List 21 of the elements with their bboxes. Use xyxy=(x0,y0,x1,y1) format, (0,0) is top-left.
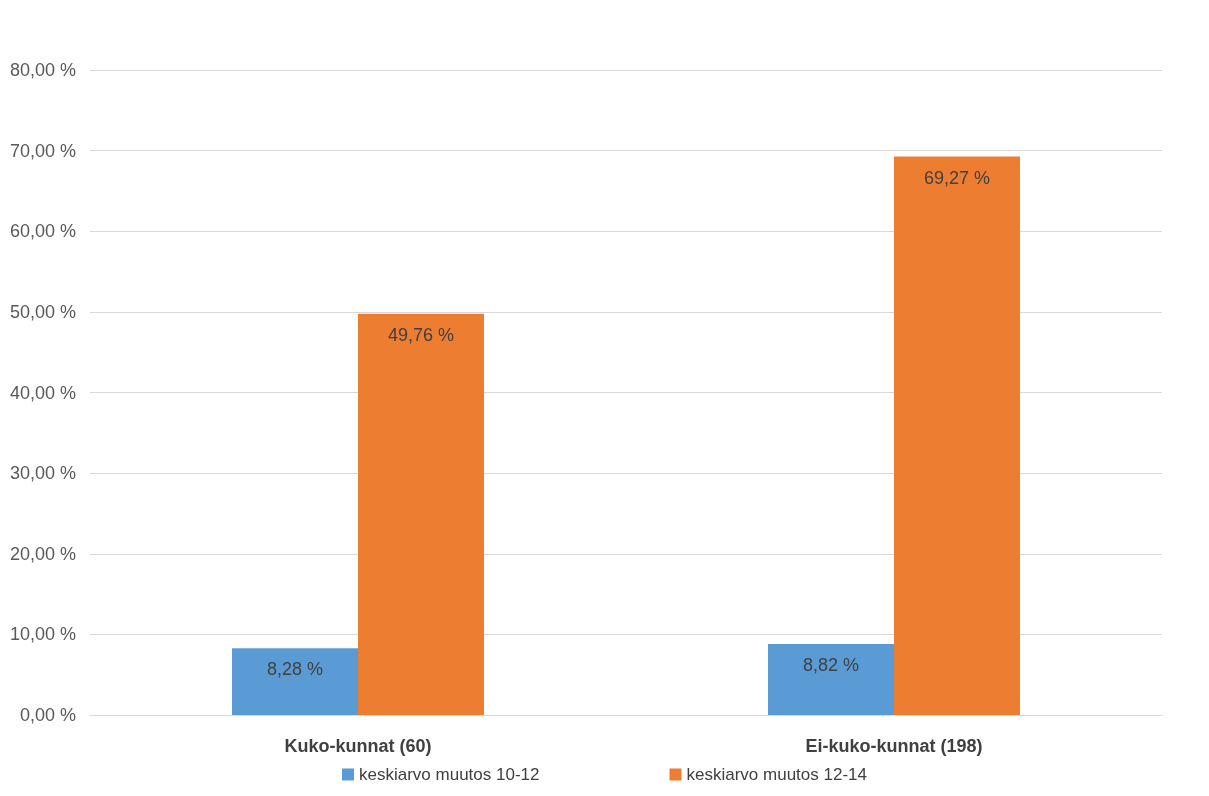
y-tick-label: 20,00 % xyxy=(9,543,76,564)
y-tick-label: 80,00 % xyxy=(9,60,76,80)
y-tick-label: 50,00 % xyxy=(9,301,76,322)
legend-label: keskiarvo muutos 10-12 xyxy=(359,765,540,784)
y-tick-label: 40,00 % xyxy=(9,382,76,403)
bar xyxy=(358,313,484,715)
bar xyxy=(768,643,894,715)
y-tick-label: 0,00 % xyxy=(19,705,76,725)
bar xyxy=(232,648,358,715)
bar xyxy=(894,156,1020,715)
y-tick-label: 60,00 % xyxy=(9,221,76,242)
data-label: 8,82 % xyxy=(802,654,860,675)
data-label: 69,27 % xyxy=(923,167,991,188)
y-tick-label: 10,00 % xyxy=(9,624,76,645)
y-tick-label: 30,00 % xyxy=(9,463,76,484)
data-label: 49,76 % xyxy=(387,324,455,345)
x-tick-label: Kuko-kunnat (60) xyxy=(284,736,432,756)
data-label: 8,28 % xyxy=(266,659,324,680)
legend-label: keskiarvo muutos 12-14 xyxy=(686,765,867,784)
y-tick-label: 70,00 % xyxy=(9,140,76,161)
x-tick-label: Ei-kuko-kunnat (198) xyxy=(805,736,983,756)
